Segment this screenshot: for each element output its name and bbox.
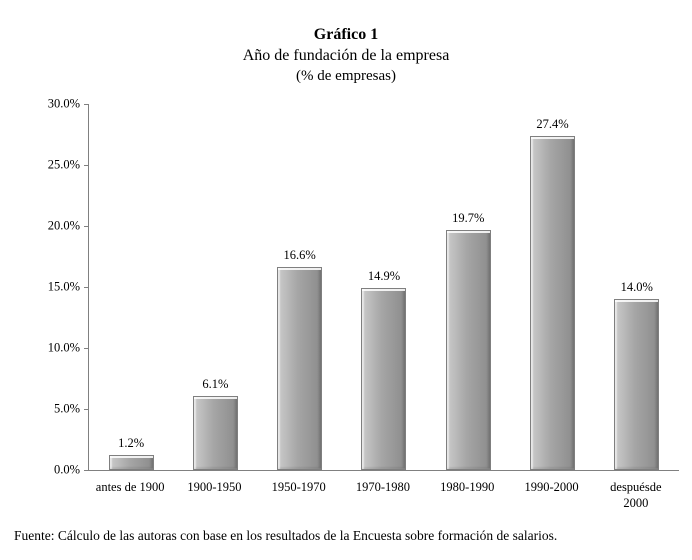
x-axis-labels: antes de 1900 1900-1950 1950-1970 1970-1980…: [88, 479, 678, 511]
bar: [192, 395, 238, 470]
chart-unit-label: (% de empresas): [296, 68, 396, 84]
bar-slot: 14.0%: [595, 104, 679, 470]
y-tick-mark: [84, 347, 89, 349]
y-tick-mark: [84, 164, 89, 166]
bar: [361, 288, 407, 470]
bar-slot: 27.4%: [510, 104, 594, 470]
x-tick-label: 1900-1950: [187, 480, 242, 494]
bar-slot: 19.7%: [426, 104, 510, 470]
y-tick-label: 10.0%: [47, 340, 80, 355]
chart-subtitle: Año de fundación de la empresa: [242, 47, 450, 64]
y-tick-mark: [84, 103, 89, 105]
x-tick-label: 1950-1970: [271, 480, 326, 494]
x-tick-label: antes de 1900: [95, 480, 165, 494]
y-tick-label: 30.0%: [47, 96, 80, 111]
y-tick-label: 5.0%: [53, 401, 80, 416]
bar: [445, 229, 491, 470]
bar-value-label: 14.0%: [620, 280, 653, 295]
x-tick-label: 1970-1980: [355, 480, 411, 494]
bar-value-label: 14.9%: [367, 269, 401, 284]
y-tick-label: 15.0%: [47, 279, 80, 294]
bar: [530, 135, 576, 470]
bar-slot: 14.9%: [342, 104, 426, 470]
bar-slot: 1.2%: [89, 104, 173, 470]
bar: [277, 267, 323, 470]
bar: [614, 299, 660, 470]
y-tick-label: 0.0%: [53, 462, 80, 477]
y-tick-mark: [84, 225, 89, 227]
bar-slot: 6.1%: [173, 104, 257, 470]
x-tick-label: 1980-1990: [440, 480, 495, 494]
plot-area: 1.2% 6.1% 16.6% 14.9% 19.7% 27.4% 14.0%: [84, 103, 679, 471]
x-tick-label: despuésde 2000: [610, 480, 662, 510]
bar: [108, 455, 154, 470]
y-axis-labels: 0.0% 5.0% 10.0% 15.0% 20.0% 25.0% 30.0%: [0, 97, 80, 477]
bar-slot: 16.6%: [258, 104, 342, 470]
y-tick-mark: [84, 408, 89, 410]
x-tick-label: 1990-2000: [524, 480, 579, 494]
source-note: Fuente: Cálculo de las autoras con base …: [14, 528, 558, 543]
y-tick-label: 20.0%: [47, 218, 80, 233]
bar-value-label: 6.1%: [202, 376, 229, 391]
bars-container: 1.2% 6.1% 16.6% 14.9% 19.7% 27.4% 14.0%: [89, 104, 679, 470]
bar-value-label: 1.2%: [118, 436, 145, 451]
bar-value-label: 27.4%: [536, 116, 569, 131]
bar-value-label: 19.7%: [452, 210, 485, 225]
chart-title-block: Gráfico 1 Año de fundación de la empresa…: [0, 24, 692, 87]
y-tick-mark: [84, 286, 89, 288]
y-tick-mark: [84, 469, 89, 471]
y-tick-label: 25.0%: [47, 157, 80, 172]
bar-value-label: 16.6%: [283, 248, 316, 263]
chart-title: Gráfico 1: [313, 26, 379, 43]
